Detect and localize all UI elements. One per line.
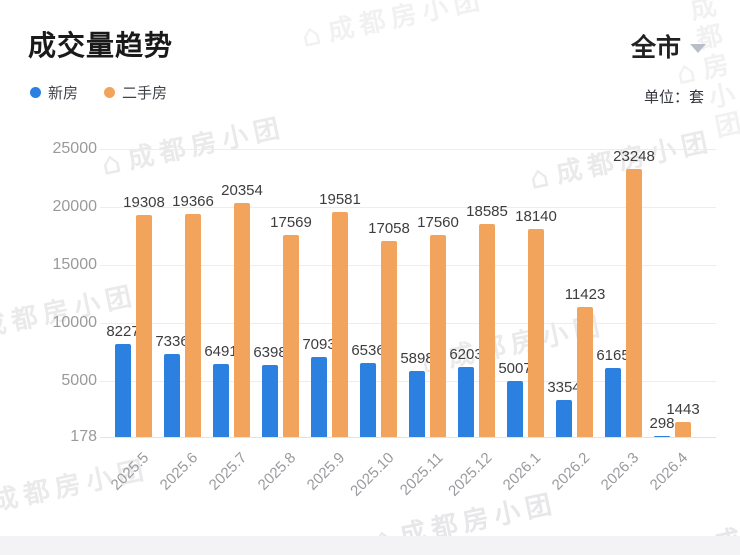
x-axis-tick-2026.1: 2026.1 — [499, 449, 545, 494]
value-label-resale-2026.3: 23248 — [613, 148, 655, 166]
value-label-new-2025.11: 5898 — [400, 349, 434, 367]
bar-new-2025.9[interactable] — [311, 356, 327, 437]
value-label-resale-2025.11: 17560 — [417, 214, 459, 232]
unit-label: 单位：套 — [643, 89, 704, 106]
y-axis-tick-10000: 10000 — [52, 314, 98, 331]
gridline-178 — [100, 437, 716, 438]
gridline-20000 — [100, 207, 716, 208]
x-axis-tick-2025.7: 2025.7 — [205, 449, 251, 494]
bar-new-2025.10[interactable] — [360, 363, 376, 437]
value-label-resale-2025.5: 19308 — [123, 194, 165, 212]
bar-new-2025.7[interactable] — [213, 363, 229, 437]
y-axis-tick-20000: 20000 — [52, 198, 98, 215]
new-homes-dot-icon — [30, 87, 41, 98]
y-axis-tick-178: 178 — [70, 428, 97, 445]
value-label-resale-2025.9: 19581 — [319, 190, 361, 208]
gridline-5000 — [100, 381, 716, 382]
legend-item-resale[interactable]: 二手房 — [104, 82, 167, 103]
value-label-new-2025.5: 8227 — [106, 322, 140, 340]
value-label-new-2025.9: 7093 — [302, 335, 336, 353]
value-label-resale-2026.2: 11423 — [564, 285, 606, 303]
value-label-resale-2026.4: 1443 — [666, 401, 700, 419]
value-label-new-2025.6: 7336 — [155, 333, 189, 350]
y-axis-tick-25000: 25000 — [52, 140, 98, 157]
bar-resale-2025.6[interactable] — [185, 214, 201, 437]
legend-label-resale: 二手房 — [122, 85, 168, 102]
legend: 新房 二手房 — [30, 82, 167, 103]
x-axis-tick-2025.11: 2025.11 — [396, 449, 447, 499]
resale-homes-dot-icon — [104, 87, 116, 98]
value-label-resale-2026.1: 18140 — [515, 207, 557, 225]
page-title: 成交量趋势 — [28, 30, 174, 61]
bar-resale-2026.1[interactable] — [528, 228, 544, 437]
bar-new-2026.2[interactable] — [556, 400, 572, 437]
bar-new-2026.4[interactable] — [654, 435, 670, 437]
x-axis-tick-2025.9: 2025.9 — [303, 449, 349, 494]
gridline-15000 — [100, 265, 716, 266]
bar-resale-2025.7[interactable] — [234, 203, 250, 437]
bar-new-2025.8[interactable] — [262, 364, 278, 437]
bar-resale-2025.8[interactable] — [283, 235, 299, 437]
x-axis-tick-2025.6: 2025.6 — [156, 449, 202, 494]
value-label-new-2025.7: 6491 — [204, 342, 238, 360]
value-label-resale-2025.7: 20354 — [221, 182, 263, 199]
value-label-resale-2025.10: 17058 — [368, 220, 410, 238]
legend-item-new[interactable]: 新房 — [30, 82, 78, 103]
value-label-new-2026.4: 298 — [649, 414, 675, 432]
region-selector[interactable]: 全市 — [631, 28, 706, 64]
x-axis-tick-2025.12: 2025.12 — [444, 449, 496, 500]
legend-label-new: 新房 — [48, 85, 79, 102]
bar-new-2025.6[interactable] — [164, 354, 180, 437]
y-axis-tick-5000: 5000 — [61, 372, 97, 389]
bar-new-2025.5[interactable] — [115, 343, 131, 437]
value-label-new-2026.1: 5007 — [498, 360, 532, 377]
chevron-down-icon — [690, 43, 706, 53]
x-axis-tick-2025.5: 2025.5 — [107, 449, 153, 494]
x-axis-tick-2026.2: 2026.2 — [548, 449, 594, 494]
bar-resale-2025.11[interactable] — [430, 235, 446, 437]
gridline-25000 — [100, 149, 716, 150]
value-label-resale-2025.8: 17569 — [270, 214, 312, 232]
bar-resale-2025.9[interactable] — [332, 211, 348, 437]
bar-new-2026.1[interactable] — [507, 381, 523, 437]
value-label-resale-2025.6: 19366 — [172, 193, 214, 211]
bottom-strip — [0, 536, 740, 555]
bar-resale-2025.5[interactable] — [136, 215, 152, 437]
bar-new-2025.12[interactable] — [458, 367, 474, 437]
value-label-resale-2025.12: 18585 — [466, 202, 508, 220]
y-axis-tick-15000: 15000 — [52, 256, 98, 273]
bar-new-2025.11[interactable] — [409, 370, 425, 437]
value-label-new-2026.3: 6165 — [596, 346, 630, 364]
bar-resale-2026.3[interactable] — [626, 169, 642, 437]
value-label-new-2025.12: 6203 — [449, 346, 483, 364]
bar-new-2026.3[interactable] — [605, 367, 621, 437]
region-selector-label: 全市 — [630, 34, 681, 62]
x-axis-tick-2026.3: 2026.3 — [597, 449, 643, 494]
bar-resale-2026.4[interactable] — [675, 422, 691, 437]
x-axis-tick-2025.10: 2025.10 — [346, 449, 398, 500]
x-axis-tick-2025.8: 2025.8 — [254, 449, 300, 494]
bar-resale-2025.12[interactable] — [479, 223, 495, 437]
value-label-new-2026.2: 3354 — [547, 379, 581, 397]
bar-resale-2026.2[interactable] — [577, 306, 593, 437]
value-label-new-2025.8: 6398 — [253, 343, 287, 361]
bar-resale-2025.10[interactable] — [381, 241, 397, 437]
gridline-10000 — [100, 323, 716, 324]
value-label-new-2025.10: 6536 — [351, 342, 385, 360]
x-axis-tick-2026.4: 2026.4 — [646, 449, 692, 494]
